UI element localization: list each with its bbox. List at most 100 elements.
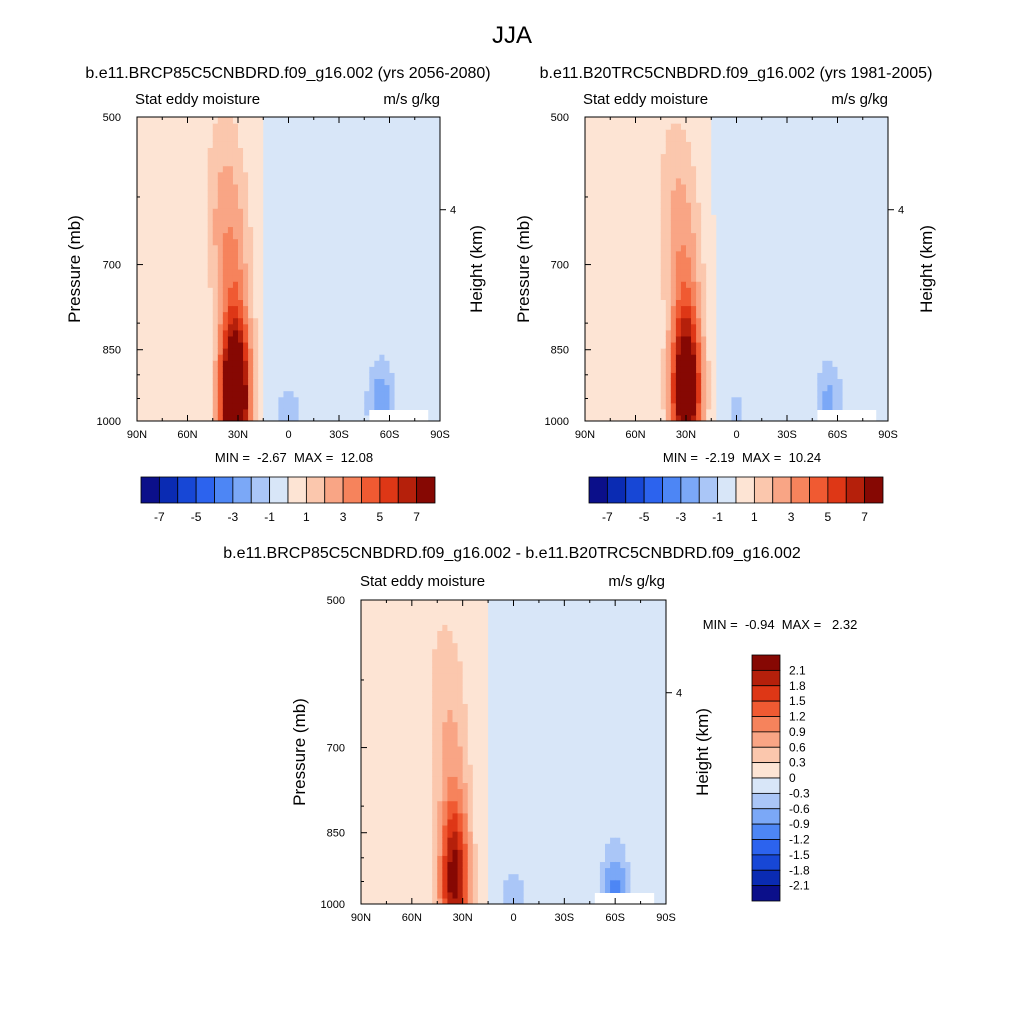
contour-cell bbox=[313, 384, 320, 392]
contour-cell bbox=[248, 189, 254, 197]
contour-cell bbox=[414, 269, 421, 276]
contour-cell bbox=[419, 287, 426, 294]
contour-cell bbox=[278, 214, 285, 221]
contour-cell bbox=[680, 226, 687, 234]
contour-cell bbox=[600, 208, 606, 215]
contour-cell bbox=[288, 159, 295, 167]
contour-cell bbox=[434, 287, 440, 294]
contour-cell bbox=[620, 238, 626, 246]
contour-cell bbox=[323, 117, 330, 124]
contour-cell bbox=[354, 220, 360, 228]
contour-cell bbox=[585, 238, 591, 246]
contour-cell bbox=[640, 129, 647, 136]
contour-cell bbox=[665, 390, 672, 398]
contour-cell bbox=[716, 414, 722, 421]
contour-cell bbox=[288, 402, 295, 410]
contour-cell bbox=[394, 390, 401, 398]
contour-cell bbox=[364, 354, 370, 361]
contour-cell bbox=[142, 262, 148, 270]
contour-cell bbox=[394, 269, 401, 276]
contour-cell bbox=[298, 311, 305, 319]
contour-cell bbox=[711, 348, 717, 355]
contour-cell bbox=[585, 159, 591, 167]
contour-cell bbox=[227, 408, 234, 416]
contour-cell bbox=[182, 354, 189, 361]
contour-cell bbox=[217, 305, 224, 313]
contour-cell bbox=[232, 147, 239, 155]
contour-cell bbox=[192, 414, 199, 421]
contour-cell bbox=[222, 408, 229, 416]
contour-cell bbox=[222, 396, 229, 404]
contour-cell bbox=[162, 135, 168, 142]
contour-cell bbox=[711, 335, 717, 343]
contour-cell bbox=[268, 317, 274, 325]
contour-cell bbox=[766, 159, 773, 167]
contour-cell bbox=[590, 269, 596, 276]
contour-cell bbox=[298, 202, 305, 209]
contour-cell bbox=[766, 202, 773, 209]
contour-cell bbox=[263, 372, 269, 380]
contour-cell bbox=[349, 281, 355, 288]
contour-cell bbox=[630, 196, 637, 203]
contour-cell bbox=[202, 311, 209, 319]
contour-cell bbox=[157, 129, 163, 136]
contour-cell bbox=[706, 396, 712, 404]
contour-cell bbox=[675, 262, 682, 270]
contour-cell bbox=[701, 196, 707, 203]
contour-cell bbox=[217, 360, 224, 367]
contour-cell bbox=[212, 317, 219, 325]
contour-cell bbox=[328, 196, 335, 203]
contour-cell bbox=[615, 220, 621, 228]
contour-cell bbox=[142, 214, 148, 221]
contour-cell bbox=[152, 250, 158, 258]
contour-cell bbox=[318, 232, 325, 240]
contour-cell bbox=[263, 311, 269, 319]
contour-cell bbox=[167, 226, 173, 234]
contour-cell bbox=[288, 396, 295, 404]
contour-cell bbox=[394, 299, 401, 307]
contour-cell bbox=[590, 281, 596, 288]
contour-cell bbox=[379, 208, 386, 215]
contour-cell bbox=[429, 269, 436, 276]
contour-cell bbox=[721, 396, 727, 404]
contour-cell bbox=[258, 165, 264, 173]
contour-cell bbox=[716, 287, 722, 294]
contour-cell bbox=[157, 244, 163, 252]
contour-cell bbox=[253, 408, 259, 416]
contour-cell bbox=[585, 117, 591, 124]
contour-cell bbox=[660, 305, 667, 313]
contour-cell bbox=[691, 232, 697, 240]
contour-cell bbox=[313, 341, 320, 349]
contour-cell bbox=[339, 348, 345, 355]
contour-cell bbox=[731, 396, 738, 404]
contour-cell bbox=[197, 196, 204, 203]
contour-cell bbox=[323, 366, 330, 373]
contour-cell bbox=[434, 226, 440, 234]
contour-cell bbox=[741, 408, 748, 416]
contour-cell bbox=[283, 311, 290, 319]
contour-cell bbox=[751, 366, 758, 373]
contour-cell bbox=[766, 214, 773, 221]
contour-cell bbox=[766, 226, 773, 234]
contour-cell bbox=[680, 366, 687, 373]
contour-cell bbox=[645, 372, 652, 380]
contour-cell bbox=[374, 323, 380, 331]
contour-cell bbox=[721, 202, 727, 209]
contour-cell bbox=[333, 244, 340, 252]
contour-cell bbox=[359, 378, 365, 386]
contour-cell bbox=[605, 396, 611, 404]
contour-cell bbox=[187, 317, 194, 325]
contour-cell bbox=[680, 281, 687, 288]
contour-cell bbox=[313, 232, 320, 240]
contour-cell bbox=[660, 311, 667, 319]
contour-cell bbox=[137, 317, 143, 325]
contour-cell bbox=[424, 269, 431, 276]
contour-cell bbox=[152, 202, 158, 209]
contour-cell bbox=[605, 202, 611, 209]
contour-cell bbox=[610, 226, 616, 234]
contour-cell bbox=[696, 196, 702, 203]
contour-cell bbox=[232, 275, 239, 282]
contour-cell bbox=[419, 269, 426, 276]
contour-cell bbox=[192, 305, 199, 313]
contour-cell bbox=[202, 396, 209, 404]
